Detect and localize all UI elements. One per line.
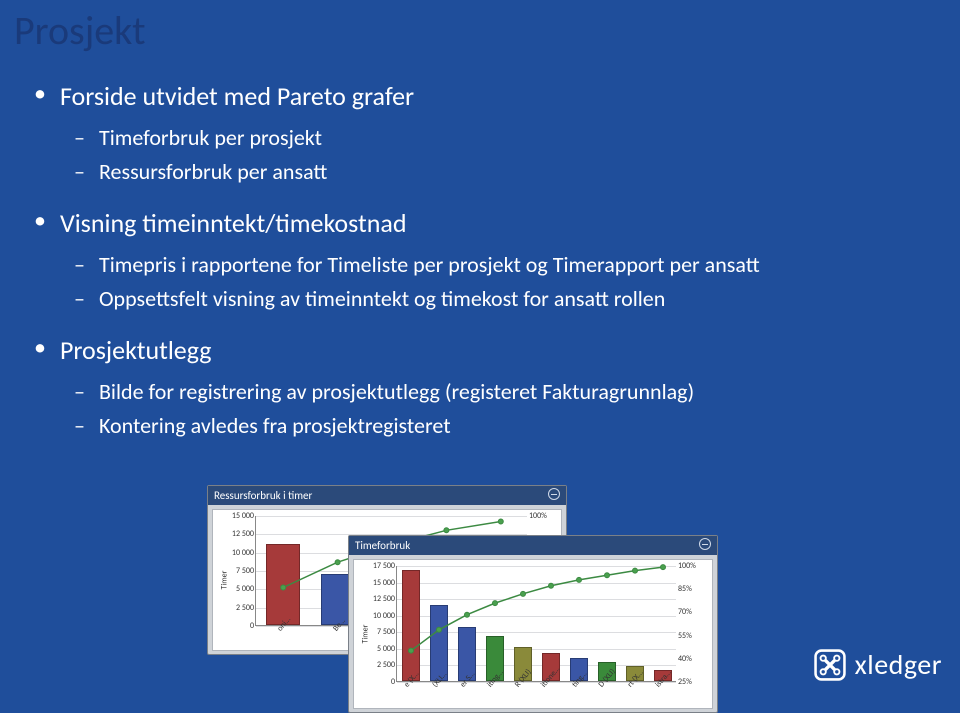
- chart-title: Ressursforbruk i timer: [214, 489, 312, 502]
- bullet-dash-icon: –: [74, 378, 85, 406]
- y-tick-label: 0: [250, 621, 254, 631]
- bullet-dot-icon: •: [34, 80, 46, 109]
- y-tick-label: 0: [391, 677, 395, 687]
- bullet-dash-icon: –: [74, 124, 85, 152]
- bullet-text: Timeforbruk per prosjekt: [99, 124, 322, 153]
- y2-tick-label: 100%: [529, 511, 547, 521]
- y-tick-label: 15 000: [232, 511, 254, 521]
- bullet-level-2: –Timeforbruk per prosjekt: [74, 124, 760, 153]
- y-tick-label: 2 500: [236, 603, 254, 613]
- y-tick-label: 15 000: [373, 578, 395, 588]
- y-tick-label: 7 500: [377, 627, 395, 637]
- bullet-level-2: –Timepris i rapportene for Timeliste per…: [74, 251, 760, 280]
- y-axis-label: Timer: [360, 625, 370, 644]
- y-tick-label: 12 500: [232, 529, 254, 539]
- y-tick-label: 2 500: [377, 660, 395, 670]
- bullet-dash-icon: –: [74, 251, 85, 279]
- page-title: Prosjekt: [14, 6, 146, 55]
- chart-header: Timeforbruk: [349, 536, 717, 555]
- bullet-level-1: • Forside utvidet med Pareto grafer: [34, 80, 760, 114]
- y-tick-label: 7 500: [236, 566, 254, 576]
- bullet-dash-icon: –: [74, 412, 85, 440]
- bullet-text: Oppsettsfelt visning av timeinntekt og t…: [99, 285, 665, 314]
- bullet-text: Forside utvidet med Pareto grafer: [60, 80, 414, 114]
- y-tick-label: 12 500: [373, 594, 395, 604]
- bullet-text: Timepris i rapportene for Timeliste per …: [99, 251, 760, 280]
- bullet-text: Visning timeinntekt/timekostnad: [60, 207, 407, 241]
- y2-tick-label: 85%: [678, 584, 692, 594]
- plot-area: 02 5005 0007 50010 00012 50015 00017 500…: [396, 566, 676, 682]
- bullet-text: Bilde for registrering av prosjektutlegg…: [99, 378, 694, 407]
- bullet-level-2: –Bilde for registrering av prosjektutleg…: [74, 378, 760, 407]
- bullet-text: Ressursforbruk per ansatt: [99, 158, 327, 187]
- y-tick-label: 5 000: [377, 644, 395, 654]
- pareto-line: [397, 566, 676, 681]
- y-tick-label: 5 000: [236, 584, 254, 594]
- brand-logo: xledger: [813, 647, 942, 682]
- y2-tick-label: 100%: [678, 561, 696, 571]
- y-tick-label: 10 000: [373, 611, 395, 621]
- bullet-level-2: –Ressursforbruk per ansatt: [74, 158, 760, 187]
- chart-header: Ressursforbruk i timer: [208, 486, 566, 505]
- y2-tick-label: 55%: [678, 631, 692, 641]
- y-axis-label: Timer: [219, 571, 229, 590]
- y-tick-label: 17 500: [373, 561, 395, 571]
- bullet-dash-icon: –: [74, 285, 85, 313]
- bullet-level-1: • Visning timeinntekt/timekostnad: [34, 207, 760, 241]
- bullet-dot-icon: •: [34, 207, 46, 236]
- y-tick-label: 10 000: [232, 548, 254, 558]
- bullet-level-2: –Oppsettsfelt visning av timeinntekt og …: [74, 285, 760, 314]
- logo-text: xledger: [855, 647, 942, 682]
- bullet-dash-icon: –: [74, 158, 85, 186]
- y2-tick-label: 25%: [678, 677, 692, 687]
- collapse-icon[interactable]: [699, 538, 711, 550]
- collapse-icon[interactable]: [548, 488, 560, 500]
- y2-tick-label: 70%: [678, 607, 692, 617]
- logo-mark-icon: [813, 648, 847, 682]
- bullet-level-2: –Kontering avledes fra prosjektregistere…: [74, 412, 760, 441]
- bullet-level-1: • Prosjektutlegg: [34, 334, 760, 368]
- y2-tick-label: 40%: [678, 654, 692, 664]
- chart-title: Timeforbruk: [355, 539, 410, 552]
- bullet-dot-icon: •: [34, 334, 46, 363]
- bullet-list: •Forside utvidet med Pareto grafer–Timef…: [34, 80, 760, 447]
- bullet-text: Prosjektutlegg: [60, 334, 212, 368]
- bullet-text: Kontering avledes fra prosjektregisteret: [99, 412, 451, 441]
- chart-timeforbruk: Timeforbruk Timer 02 5005 0007 50010 000…: [348, 535, 718, 713]
